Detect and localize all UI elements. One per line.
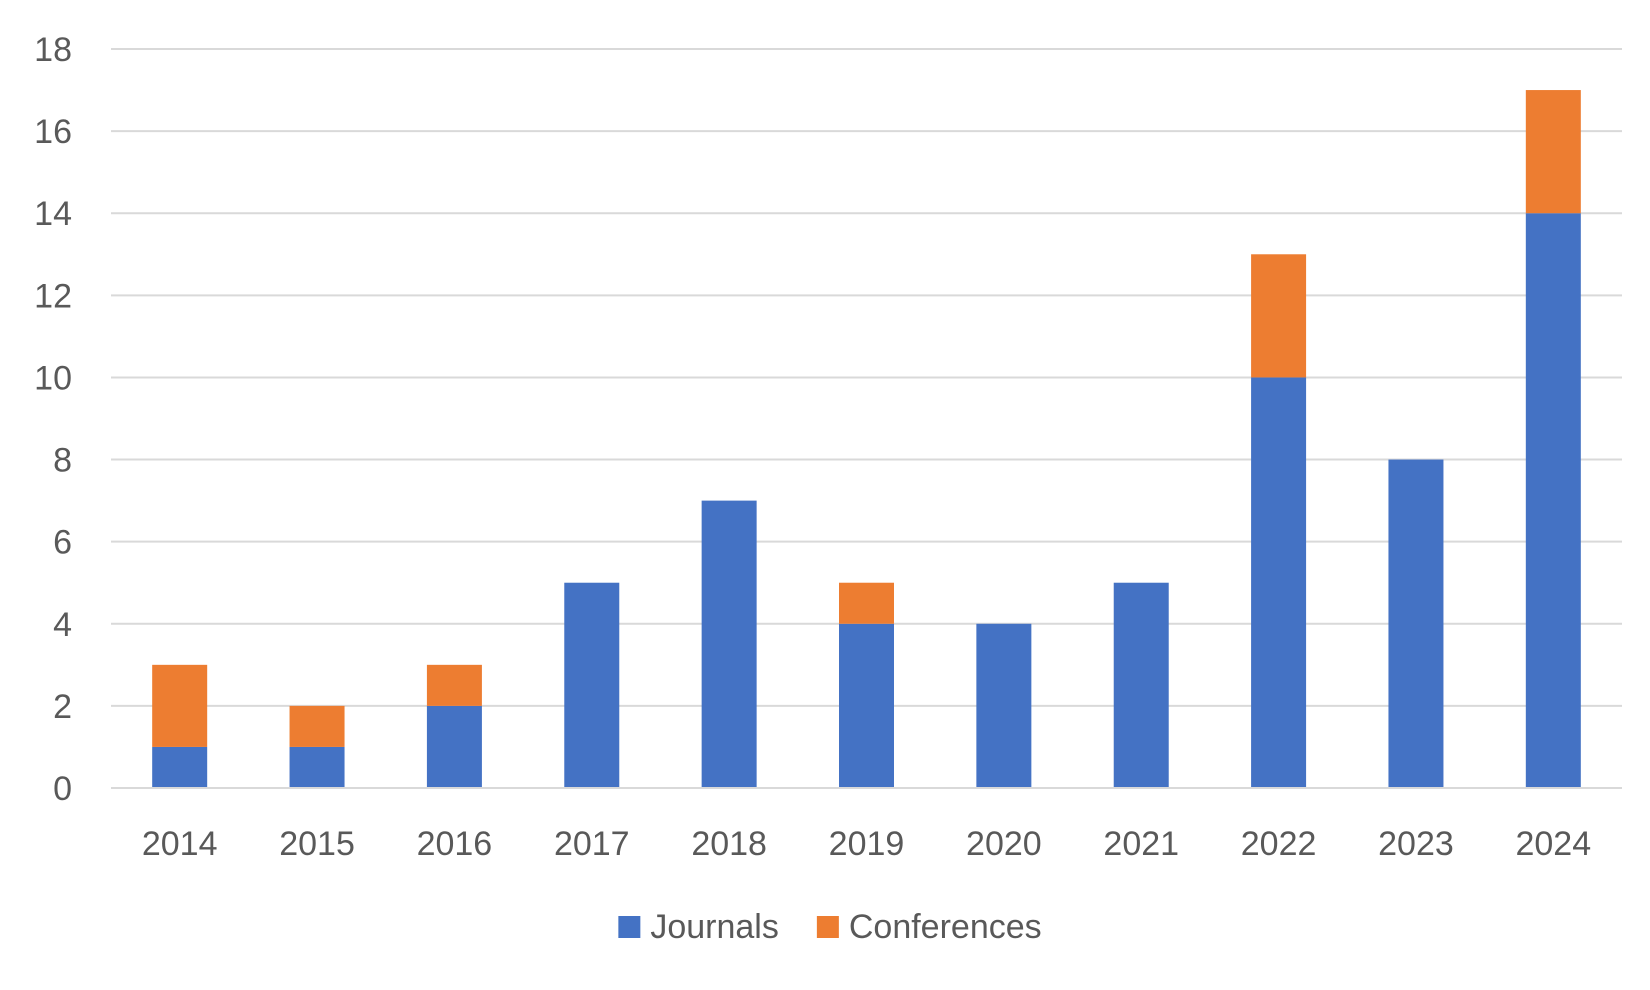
bar-conferences-2015 — [289, 705, 345, 747]
bar-journals-2020 — [976, 623, 1032, 788]
bar-conferences-2022 — [1251, 254, 1307, 378]
x-tick-label: 2018 — [691, 825, 767, 863]
x-tick-label: 2015 — [279, 825, 355, 863]
bar-journals-2023 — [1388, 459, 1444, 788]
bar-journals-2014 — [152, 746, 208, 788]
bar-conferences-2014 — [152, 664, 208, 747]
bar-conferences-2024 — [1525, 90, 1581, 214]
y-tick-label: 6 — [53, 524, 72, 562]
legend: Journals Conferences — [618, 908, 1042, 946]
y-tick-label: 8 — [53, 442, 72, 480]
legend-item-journals: Journals — [618, 908, 779, 946]
y-tick-label: 12 — [34, 277, 72, 315]
x-tick-label: 2019 — [829, 825, 905, 863]
x-tick-label: 2017 — [554, 825, 630, 863]
x-tick-label: 2016 — [417, 825, 493, 863]
bar-conferences-2016 — [426, 664, 482, 706]
bar-journals-2015 — [289, 746, 345, 788]
bar-conferences-2019 — [839, 582, 894, 624]
bar-journals-2016 — [426, 705, 482, 788]
y-tick-label: 4 — [53, 606, 72, 644]
gridlines — [111, 48, 1622, 707]
bar-journals-2021 — [1113, 582, 1169, 788]
y-tick-label: 18 — [34, 31, 72, 69]
y-tick-label: 10 — [34, 359, 72, 397]
x-tick-label: 2014 — [142, 825, 218, 863]
y-tick-label: 16 — [34, 113, 72, 151]
y-axis-tick-labels: 0 2 4 6 8 10 12 14 16 18 — [34, 31, 72, 808]
y-tick-label: 2 — [53, 688, 72, 726]
bar-journals-2018 — [701, 500, 757, 788]
bar-journals-2024 — [1525, 213, 1581, 788]
x-tick-label: 2023 — [1378, 825, 1454, 863]
x-tick-label: 2022 — [1241, 825, 1317, 863]
x-tick-label: 2021 — [1103, 825, 1179, 863]
legend-swatch-conferences — [816, 916, 839, 938]
x-axis-tick-labels: 2014 2015 2016 2017 2018 2019 2020 2021 2022 2023… — [142, 825, 1591, 863]
legend-label-journals: Journals — [650, 908, 779, 946]
bar-journals-2019 — [839, 623, 894, 788]
legend-label-conferences: Conferences — [849, 908, 1042, 946]
x-tick-label: 2024 — [1515, 825, 1591, 863]
bar-journals-2017 — [564, 582, 620, 788]
legend-item-conferences: Conferences — [816, 908, 1042, 946]
y-tick-label: 0 — [53, 770, 72, 808]
x-tick-label: 2020 — [966, 825, 1042, 863]
bar-journals-2022 — [1251, 377, 1307, 788]
legend-swatch-journals — [618, 916, 641, 938]
y-tick-label: 14 — [34, 195, 72, 233]
bars — [152, 90, 1581, 788]
